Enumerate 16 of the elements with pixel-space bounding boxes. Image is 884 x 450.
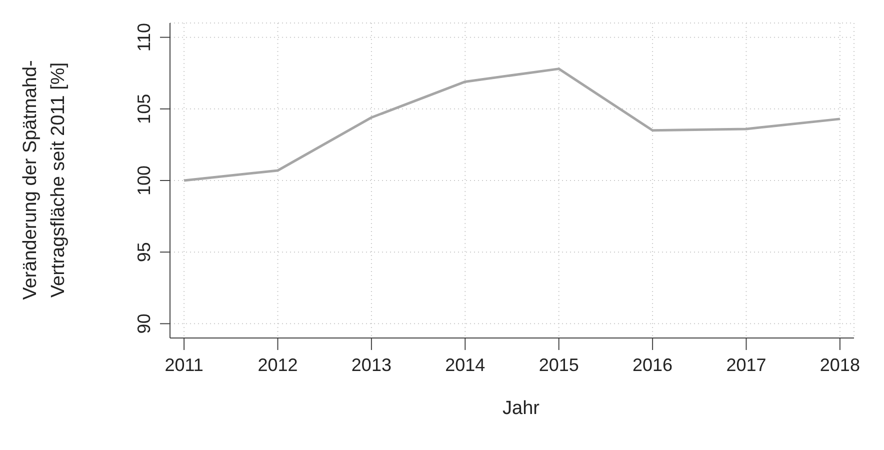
y-tick-label: 90: [134, 314, 154, 334]
y-tick-label: 95: [134, 242, 154, 262]
x-tick-label: 2014: [445, 354, 486, 375]
y-tick-label: 100: [134, 165, 154, 196]
x-tick-label: 2017: [726, 354, 766, 375]
x-tick-label: 2018: [820, 354, 860, 375]
x-tick-label: 2016: [632, 354, 673, 375]
y-tick-label: 105: [134, 94, 154, 124]
line-series: [182, 68, 842, 182]
y-axis-title: Veränderung der Spätmahd- Vertragsfläche seit 2011 [%]: [20, 60, 69, 300]
x-tick-label: 2015: [538, 354, 579, 375]
x-axis-title: Jahr: [502, 398, 540, 420]
x-tick-label: 2011: [164, 354, 204, 375]
y-tick-label: 110: [134, 22, 154, 52]
x-tick-label: 2012: [258, 354, 298, 375]
x-tick-label: 2013: [351, 354, 392, 375]
